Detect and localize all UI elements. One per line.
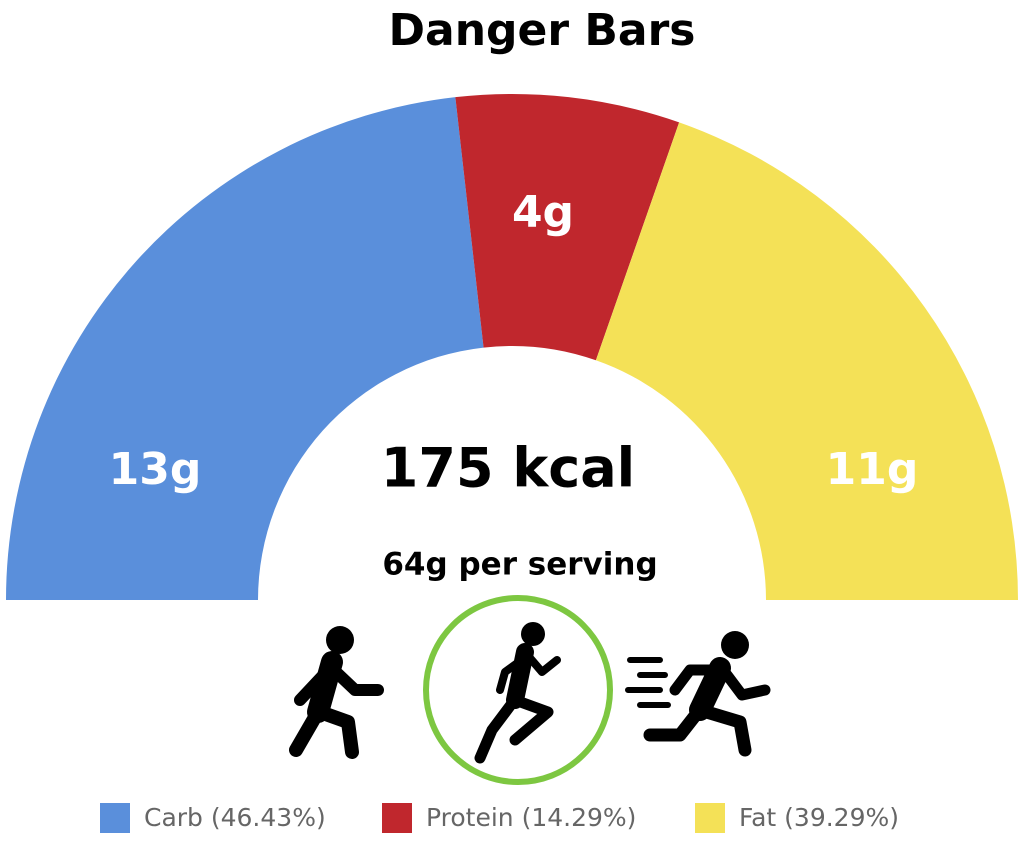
sprinting-icon	[625, 631, 771, 757]
walking-icon	[289, 626, 384, 759]
center-text: 175 kcal	[381, 437, 635, 500]
selected-ring	[423, 595, 613, 785]
slices: 13g 4g 11g	[6, 93, 1018, 601]
chart-title: Danger Bars	[388, 5, 695, 56]
legend-swatch	[100, 803, 130, 833]
slice	[595, 122, 1018, 601]
legend-label: Protein (14.29%)	[426, 803, 636, 832]
legend-swatch	[382, 803, 412, 833]
legend-swatch	[695, 803, 725, 833]
slice	[455, 93, 680, 361]
value-label: 13g	[109, 444, 202, 495]
value-label: 11g	[826, 444, 919, 495]
legend-label: Fat (39.29%)	[739, 803, 899, 832]
legend-label: Carb (46.43%)	[144, 803, 326, 832]
value-label: 4g	[512, 187, 574, 238]
center-subtext: 64g per serving	[382, 547, 657, 583]
slice	[6, 97, 484, 600]
running-icon	[474, 622, 561, 764]
legend: Carb (46.43%) Protein (14.29%) Fat (39.29%…	[100, 803, 899, 833]
